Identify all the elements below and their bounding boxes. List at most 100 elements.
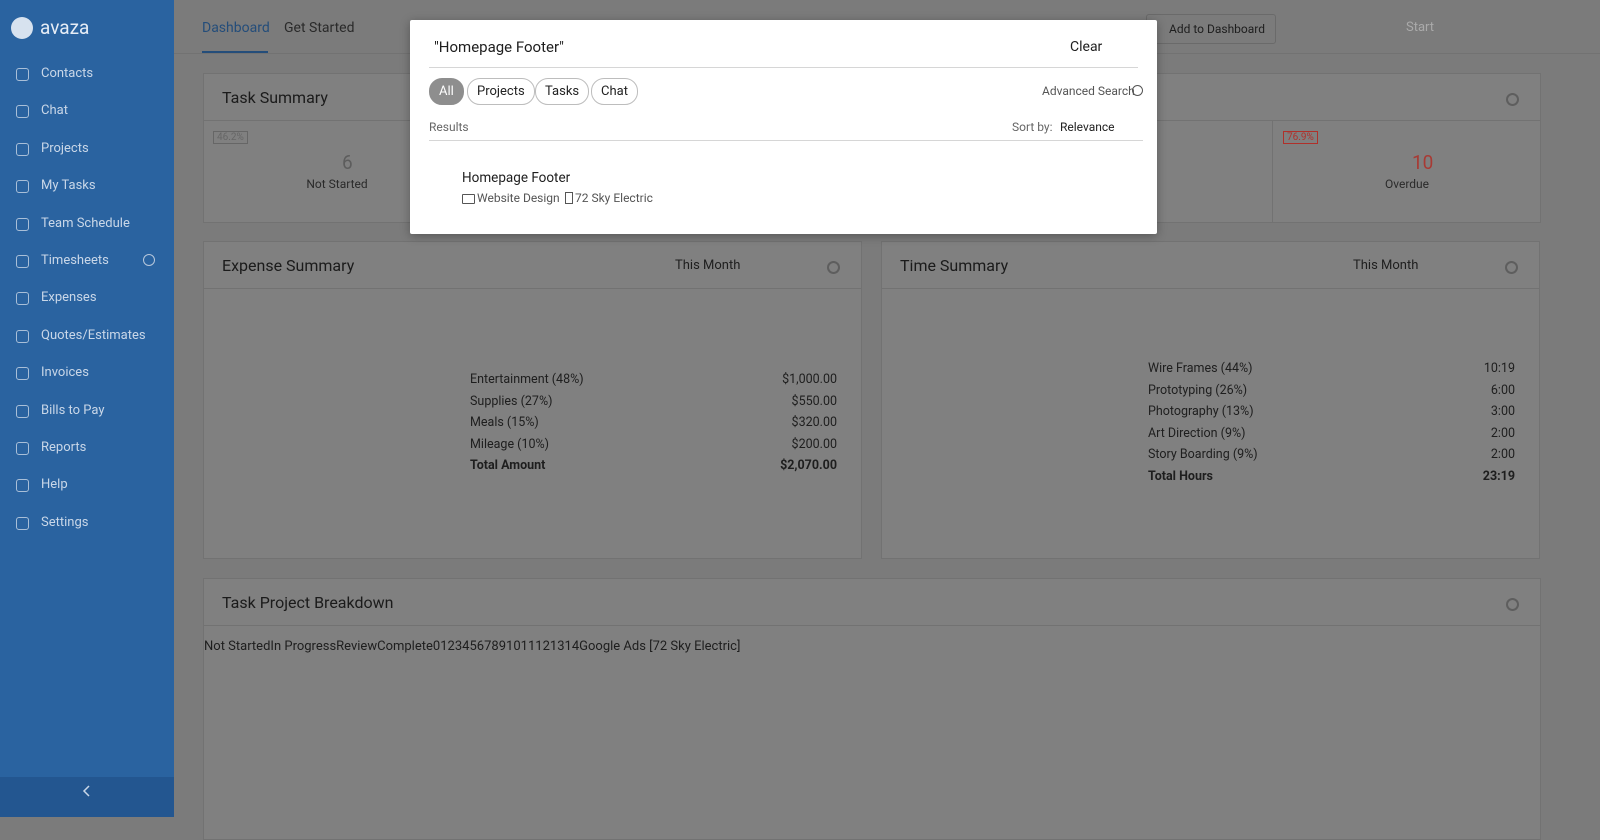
add-to-dashboard[interactable]: Add to Dashboard	[1146, 14, 1277, 44]
tab-underline	[202, 51, 268, 53]
legend-value: 3:00	[1490, 404, 1515, 420]
sidebar-item[interactable]: Projects	[41, 140, 89, 156]
x-tick-label: 14	[564, 639, 580, 654]
header-tab[interactable]: Get Started	[284, 20, 355, 36]
collapse-bar[interactable]	[0, 777, 174, 817]
period-select[interactable]: This Month	[675, 258, 741, 273]
clear-button[interactable]: Clear	[1070, 39, 1103, 55]
total-label: Total Hours	[1148, 469, 1213, 484]
sidebar-icon	[16, 217, 29, 231]
x-tick-label: 4	[462, 639, 470, 654]
sidebar-item[interactable]: Bills to Pay	[41, 402, 105, 418]
card-header-divider	[204, 625, 1540, 626]
legend-value: $550.00	[791, 393, 837, 409]
legend-value: $1,000.00	[782, 372, 837, 387]
filter-pill[interactable]: All	[429, 78, 464, 105]
sidebar: avaza Contacts Chat Projects My Tasks Team S…	[0, 0, 174, 817]
card-header-divider	[882, 288, 1539, 289]
sort-select[interactable]: Relevance	[1060, 120, 1115, 134]
settings-gear[interactable]	[1506, 93, 1519, 106]
x-tick-label: 13	[549, 639, 565, 654]
legend-label: Prototyping (26%)	[1148, 382, 1248, 398]
legend-label: Wire Frames (44%)	[1148, 361, 1253, 376]
sidebar-icon	[16, 180, 29, 194]
filter-pill[interactable]: Projects	[467, 78, 535, 105]
settings-gear[interactable]	[1506, 598, 1519, 611]
filter-pill[interactable]: Chat	[591, 78, 638, 105]
legend-label: Photography (13%)	[1148, 404, 1254, 420]
sidebar-item[interactable]: Expenses	[41, 290, 97, 306]
sort-label: Sort by:	[1012, 120, 1053, 134]
x-tick-label: 12	[535, 639, 550, 654]
legend-label: Story Boarding (9%)	[1148, 447, 1258, 463]
card-header-divider	[204, 288, 861, 289]
legend-label: Not Started	[204, 639, 271, 654]
sidebar-item[interactable]: My Tasks	[41, 178, 96, 194]
column-divider	[1272, 121, 1273, 222]
legend-label: Entertainment (48%)	[470, 372, 584, 387]
legend-value: 2:00	[1490, 425, 1515, 441]
building-icon	[565, 192, 573, 204]
legend-value: $320.00	[791, 415, 837, 431]
results-divider	[429, 140, 1143, 141]
sidebar-icon	[16, 142, 29, 156]
filter-pill[interactable]: Tasks	[535, 78, 590, 105]
total-label: Total Amount	[470, 458, 546, 474]
expense-summary-card: Expense Summary This Month Entertainment (…	[203, 241, 862, 559]
sidebar-item[interactable]: Reports	[41, 440, 87, 455]
sidebar-item[interactable]: Quotes/Estimates	[41, 327, 146, 343]
info-icon	[1132, 85, 1143, 96]
bar-chart: Not StartedIn ProgressReviewComplete0123…	[204, 639, 740, 654]
card-title: Expense Summary	[222, 256, 355, 275]
sidebar-icon	[16, 292, 29, 306]
legend-value: $200.00	[791, 436, 837, 452]
results-label: Results	[429, 120, 469, 134]
task-count: 6	[342, 151, 353, 174]
sidebar-item[interactable]: Team Schedule	[41, 215, 130, 231]
period-select[interactable]: This Month	[1353, 258, 1419, 273]
x-tick-label: 11	[520, 639, 536, 654]
legend-value: 10:19	[1483, 361, 1515, 376]
sidebar-icon	[16, 105, 29, 119]
y-category-label: Google Ads [72 Sky Electric]	[579, 639, 741, 654]
collapse-icon	[82, 785, 90, 797]
sidebar-icon	[16, 255, 29, 268]
time-summary-card: Time Summary This Month Wire Frames (44%) 1…	[881, 241, 1540, 559]
result-title[interactable]: Homepage Footer	[462, 170, 571, 186]
sidebar-icon	[16, 367, 29, 381]
sidebar-item[interactable]: Help	[41, 477, 68, 493]
x-tick-label: 6	[476, 639, 485, 654]
x-tick-label: 5	[469, 639, 477, 654]
card-title: Time Summary	[900, 256, 1009, 275]
task-status: Overdue	[1384, 177, 1430, 191]
search-query[interactable]: "Homepage Footer"	[434, 38, 564, 56]
settings-gear[interactable]	[827, 261, 840, 274]
legend-value: 6:00	[1490, 382, 1515, 398]
page: avaza Contacts Chat Projects My Tasks Team S…	[0, 0, 1541, 840]
advanced-search[interactable]: Advanced Search	[1042, 84, 1135, 98]
sidebar-item[interactable]: Invoices	[41, 365, 89, 381]
legend-label: Meals (15%)	[470, 415, 539, 431]
x-tick-label: 7	[484, 639, 492, 654]
settings-gear[interactable]	[1505, 261, 1518, 274]
legend-label: Art Direction (9%)	[1148, 425, 1246, 441]
sidebar-item[interactable]: Settings	[41, 514, 89, 530]
header-tab[interactable]: Dashboard	[202, 20, 270, 36]
legend-label: Complete	[377, 639, 433, 654]
x-tick-label: 1	[440, 639, 448, 654]
brand: avaza	[40, 16, 90, 39]
sidebar-item[interactable]: Timesheets	[41, 253, 109, 268]
result-project: Website Design	[477, 191, 560, 205]
legend-value: 2:00	[1490, 447, 1515, 463]
sidebar-item[interactable]: Contacts	[41, 66, 94, 81]
search-underline	[429, 67, 1138, 68]
legend-label: In Progress	[270, 639, 337, 654]
legend-label: Review	[336, 639, 378, 654]
search-modal: "Homepage Footer" Clear All Projects Tasks Ch…	[410, 20, 1157, 234]
sidebar-icon	[16, 404, 29, 418]
sidebar-icon	[16, 68, 29, 81]
sidebar-item[interactable]: Chat	[41, 103, 68, 119]
total-value: 23:19	[1482, 469, 1515, 484]
add-timesheet[interactable]	[143, 254, 155, 266]
start-label[interactable]: Start	[1406, 20, 1435, 35]
